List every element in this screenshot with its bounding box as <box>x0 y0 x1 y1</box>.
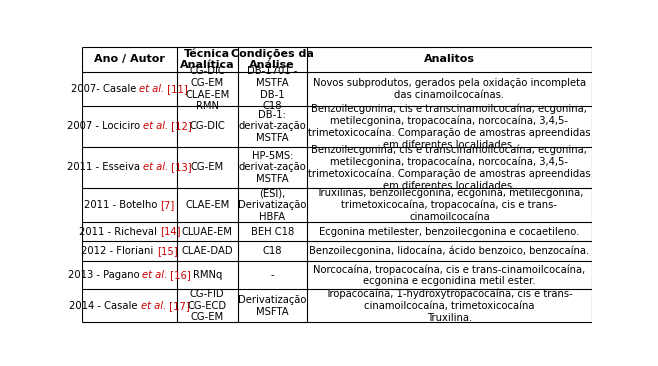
Text: DB-1701 -
MSTFA
DB-1
C18: DB-1701 - MSTFA DB-1 C18 <box>247 66 297 111</box>
Text: Analitos: Analitos <box>424 55 475 64</box>
Text: et al.: et al. <box>141 301 166 311</box>
Text: 2011 - Esseiva: 2011 - Esseiva <box>67 163 143 172</box>
Text: Ecgonina metilester, benzoilecgonina e cocaetileno.: Ecgonina metilester, benzoilecgonina e c… <box>319 227 580 236</box>
Text: Benzoilecgonina, cis e transcinamoilcocaína, ecgonina,
metilecgonina, tropacocaí: Benzoilecgonina, cis e transcinamoilcoca… <box>308 144 591 191</box>
Text: [13]: [13] <box>168 163 192 172</box>
Text: [12]: [12] <box>168 122 192 131</box>
Text: [11]: [11] <box>164 84 188 94</box>
Text: et al.: et al. <box>143 163 168 172</box>
Text: [7]: [7] <box>161 200 175 210</box>
Text: et al.: et al. <box>139 84 164 94</box>
Text: Truxilinas, benzoilecgonina, ecgonina, metilecgonina,
trimetoxicocaína, tropacoc: Truxilinas, benzoilecgonina, ecgonina, m… <box>316 188 583 222</box>
Text: Condições da
Análise: Condições da Análise <box>231 49 314 70</box>
Text: 2011 - Botelho: 2011 - Botelho <box>84 200 161 210</box>
Text: 2011 - Richeval: 2011 - Richeval <box>79 227 160 236</box>
Text: Benzoilecgonina, lidocaína, ácido benzoico, benzocaína.: Benzoilecgonina, lidocaína, ácido benzoi… <box>309 246 590 256</box>
Text: CLAE-DAD: CLAE-DAD <box>182 246 233 256</box>
Text: 2007 - Lociciro: 2007 - Lociciro <box>67 122 143 131</box>
Text: Derivatização
MSFTA: Derivatização MSFTA <box>238 295 307 317</box>
Text: Tropacocaína, 1-hydroxytropacocaína, cis e trans-
cinamoilcocaína, trimetoxicoca: Tropacocaína, 1-hydroxytropacocaína, cis… <box>326 289 573 322</box>
Text: C18: C18 <box>263 246 282 256</box>
Text: Norcocaína, tropacocaína, cis e trans-cinamoilcocaína,
ecgonina e ecgonidina met: Norcocaína, tropacocaína, cis e trans-ci… <box>313 264 586 286</box>
Text: [14]: [14] <box>160 227 180 236</box>
Text: [15]: [15] <box>157 246 178 256</box>
Text: Novos subprodutos, gerados pela oxidação incompleta
das cinamoilcocaínas.: Novos subprodutos, gerados pela oxidação… <box>313 78 586 100</box>
Text: BEH C18: BEH C18 <box>251 227 294 236</box>
Text: CG-FID
CG-ECD
CG-EM: CG-FID CG-ECD CG-EM <box>188 289 227 322</box>
Text: [17]: [17] <box>166 301 190 311</box>
Text: (ESI),
Derivatização
HBFA: (ESI), Derivatização HBFA <box>238 188 307 222</box>
Text: [16]: [16] <box>168 270 191 280</box>
Text: et al.: et al. <box>143 122 168 131</box>
Text: et al.: et al. <box>142 270 168 280</box>
Text: HP-5MS:
derivat­zação
MSTFA: HP-5MS: derivat­zação MSTFA <box>238 151 306 184</box>
Text: -: - <box>270 270 274 280</box>
Text: 2012 - Floriani: 2012 - Floriani <box>82 246 157 256</box>
Text: CG-DIC: CG-DIC <box>190 122 225 131</box>
Text: 2013 - Pagano: 2013 - Pagano <box>68 270 142 280</box>
Text: CLAE-EM: CLAE-EM <box>185 200 229 210</box>
Text: CLUAE-EM: CLUAE-EM <box>182 227 233 236</box>
Text: RMNq: RMNq <box>193 270 222 280</box>
Text: 2007- Casale: 2007- Casale <box>70 84 139 94</box>
Text: CG-DIC
CG-EM
CLAE-EM
RMN: CG-DIC CG-EM CLAE-EM RMN <box>185 66 229 111</box>
Text: 2014 - Casale: 2014 - Casale <box>69 301 141 311</box>
Text: DB-1:
derivat­zação
MSTFA: DB-1: derivat­zação MSTFA <box>238 110 306 143</box>
Text: Benzoilecgonina, cis e transcinamoilcocaína, ecgonina,
metilecgonina, tropacocaí: Benzoilecgonina, cis e transcinamoilcoca… <box>308 103 591 150</box>
Text: Ano / Autor: Ano / Autor <box>94 55 165 64</box>
Text: Técnica
Analítica: Técnica Analítica <box>180 49 234 70</box>
Text: CG-EM: CG-EM <box>191 163 224 172</box>
